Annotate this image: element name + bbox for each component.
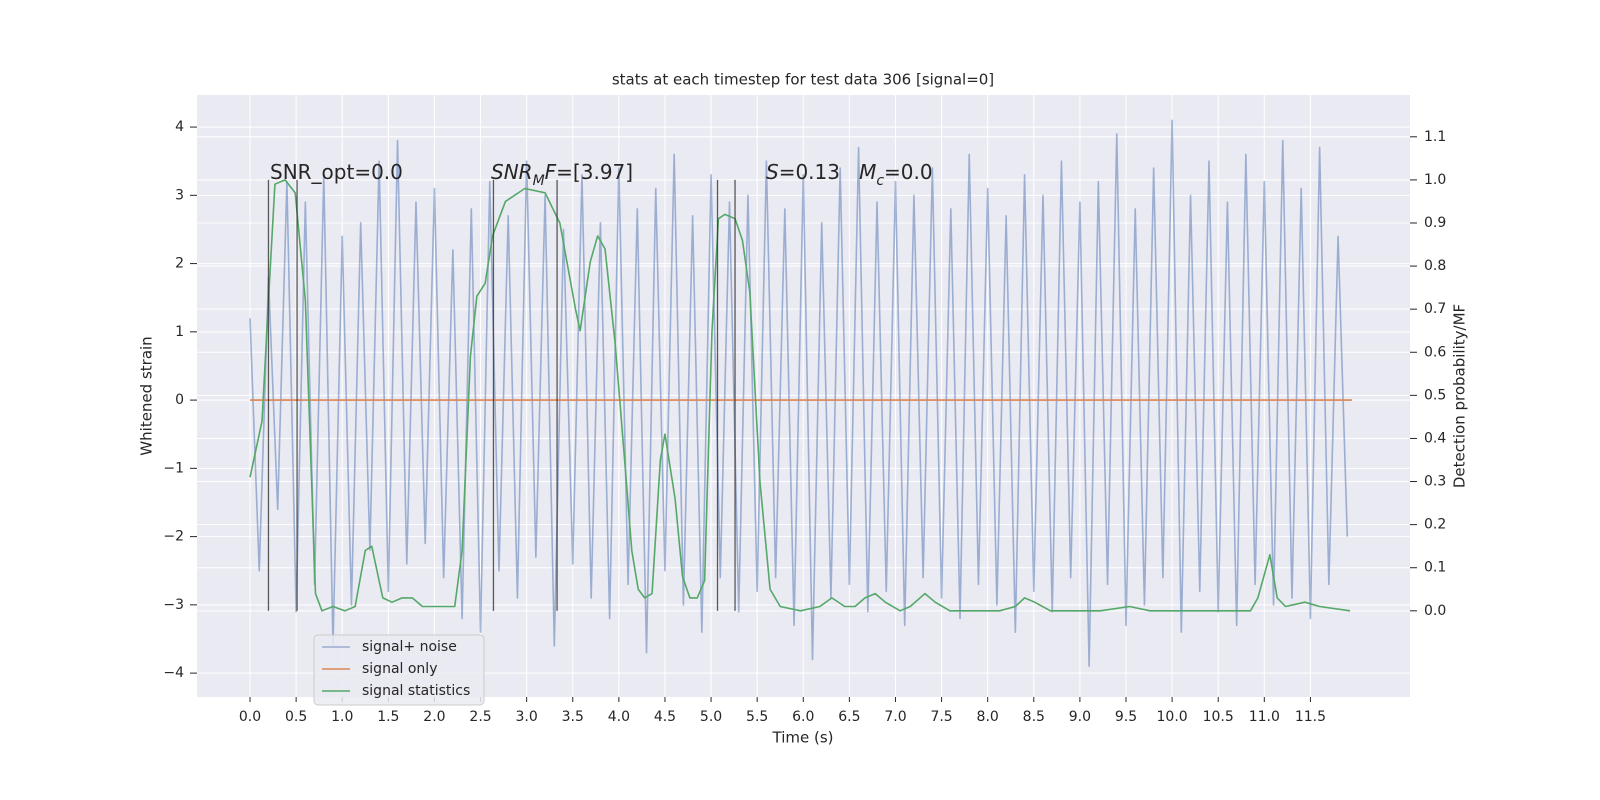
y2-tick-label: 0.9 xyxy=(1424,215,1446,231)
x-tick-label: 9.0 xyxy=(1069,709,1091,725)
annotation: S=0.13 Mc=0.0 xyxy=(766,160,933,190)
x-tick-label: 3.5 xyxy=(562,709,584,725)
x-tick-label: 9.5 xyxy=(1115,709,1137,725)
annotation: SNRMF=[3.97] xyxy=(491,160,633,190)
y-tick-label: 4 xyxy=(175,119,184,135)
x-tick-label: 1.0 xyxy=(331,709,353,725)
x-tick-label: 11.0 xyxy=(1249,709,1280,725)
y2-tick-label: 0.1 xyxy=(1424,560,1446,576)
legend-label: signal only xyxy=(362,661,437,677)
annotation-part: M xyxy=(859,160,876,184)
y-axis-label: Whitened strain xyxy=(138,336,156,455)
x-tick-label: 6.0 xyxy=(792,709,814,725)
y2-tick-label: 0.2 xyxy=(1424,517,1446,533)
annotation-part: M xyxy=(533,173,545,189)
legend-label: signal statistics xyxy=(362,683,470,699)
annotation-part: c xyxy=(876,173,884,189)
y2-tick-label: 0.8 xyxy=(1424,258,1446,274)
x-tick-label: 4.5 xyxy=(654,709,676,725)
y-tick-label: −1 xyxy=(163,460,184,476)
x-tick-label: 6.5 xyxy=(838,709,860,725)
x-tick-label: 8.0 xyxy=(977,709,999,725)
chart-title: stats at each timestep for test data 306… xyxy=(612,71,994,89)
x-tick-label: 7.0 xyxy=(884,709,906,725)
x-tick-label: 0.0 xyxy=(239,709,261,725)
y2-axis-label: Detection probability/MF xyxy=(1451,304,1469,488)
annotation: SNR_opt=0.0 xyxy=(270,160,403,184)
y2-tick-label: 0.0 xyxy=(1424,603,1446,619)
annotation-part: F xyxy=(545,160,557,184)
y2-tick-label: 0.4 xyxy=(1424,430,1446,446)
x-tick-label: 2.5 xyxy=(469,709,491,725)
y2-tick-label: 1.0 xyxy=(1424,172,1446,188)
y-tick-label: 3 xyxy=(175,187,184,203)
x-axis-label: Time (s) xyxy=(772,729,834,747)
x-tick-label: 11.5 xyxy=(1295,709,1326,725)
y-tick-label: 0 xyxy=(175,392,184,408)
series-line xyxy=(249,179,1351,612)
y2-tick-label: 0.5 xyxy=(1424,387,1446,403)
x-tick-label: 5.0 xyxy=(700,709,722,725)
legend-box xyxy=(313,634,485,706)
annotation-part: SNR_opt=0.0 xyxy=(270,160,403,184)
x-tick-label: 3.0 xyxy=(516,709,538,725)
y-tick-label: −4 xyxy=(163,665,184,681)
x-tick-label: 8.5 xyxy=(1023,709,1045,725)
legend-label: signal+ noise xyxy=(362,639,457,655)
y2-tick-label: 0.6 xyxy=(1424,344,1446,360)
x-tick-label: 10.0 xyxy=(1157,709,1188,725)
annotation-part: =0.13 xyxy=(779,160,859,184)
marks xyxy=(249,119,1352,668)
y-tick-label: 1 xyxy=(175,324,184,340)
y2-tick-label: 0.7 xyxy=(1424,301,1446,317)
x-tick-label: 7.5 xyxy=(930,709,952,725)
y-tick-label: 2 xyxy=(175,256,184,272)
y-tick-label: −2 xyxy=(163,529,184,545)
x-tick-label: 5.5 xyxy=(746,709,768,725)
y2-tick-label: 0.3 xyxy=(1424,474,1446,490)
y2-tick-label: 1.1 xyxy=(1424,129,1446,145)
annotation-part: =0.0 xyxy=(884,160,933,184)
annotation-part: =[3.97] xyxy=(556,160,633,184)
annotation-part: S xyxy=(766,160,779,184)
x-tick-label: 4.0 xyxy=(608,709,630,725)
x-tick-label: 10.5 xyxy=(1203,709,1234,725)
y-tick-label: −3 xyxy=(163,597,184,613)
annotation-part: SNR xyxy=(491,160,533,184)
x-tick-label: 0.5 xyxy=(285,709,307,725)
x-tick-label: 2.0 xyxy=(423,709,445,725)
x-tick-label: 1.5 xyxy=(377,709,399,725)
